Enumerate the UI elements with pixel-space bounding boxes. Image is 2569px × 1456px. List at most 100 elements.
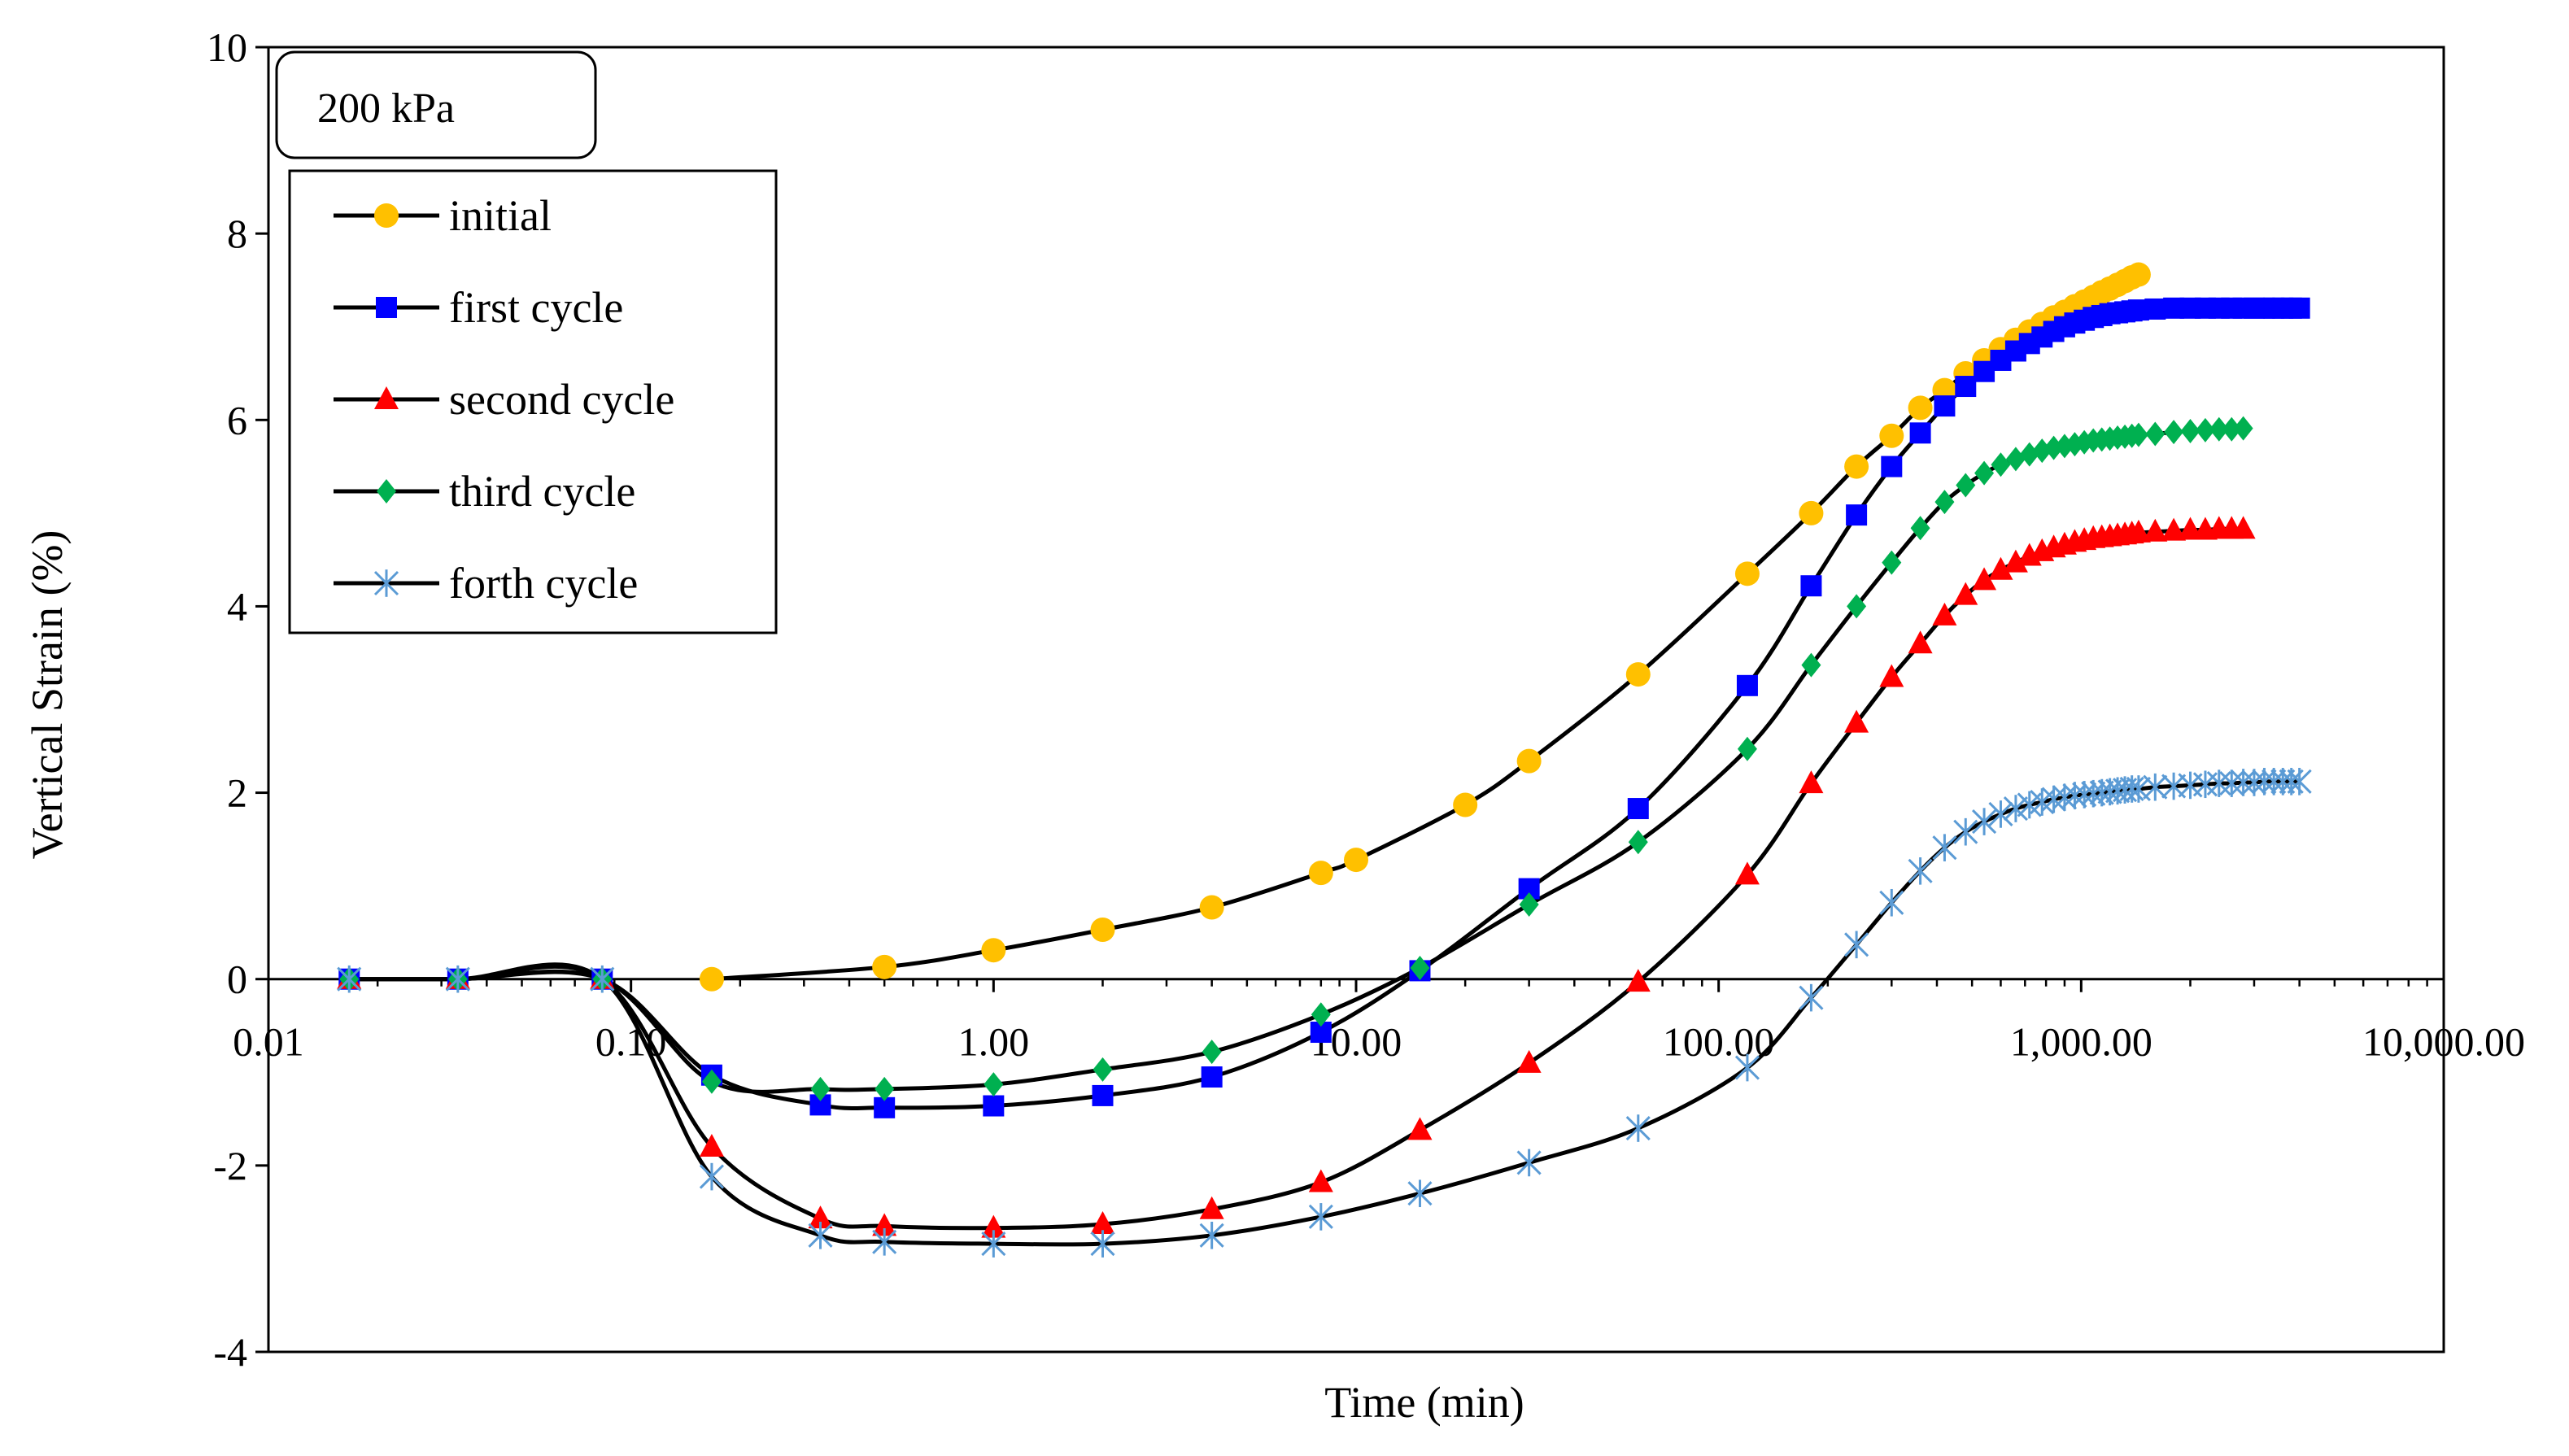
data-point-third-cycle [2195,417,2215,442]
data-point-initial [1879,423,1904,448]
data-point-first-cycle [1627,798,1649,820]
data-point-third-cycle [1202,1040,1222,1065]
data-point-forth-cycle [1199,1221,1224,1249]
data-point-second-cycle [1988,556,2013,580]
data-point-forth-cycle [1090,1230,1115,1258]
data-point-first-cycle [2144,298,2166,320]
data-point-initial [1625,662,1651,687]
data-point-first-cycle [1092,1084,1114,1106]
data-point-second-cycle [1199,1196,1224,1219]
data-point-third-cycle [1910,516,1930,541]
data-point-second-cycle [981,1214,1006,1238]
data-point-second-cycle [808,1205,833,1229]
data-point-second-cycle [2143,518,2168,542]
data-point-third-cycle [1991,452,2011,477]
data-point-initial [1908,395,1933,421]
data-point-second-cycle [1879,664,1904,687]
y-axis-title: Vertical Strain (%) [23,530,72,860]
data-point-third-cycle [1801,652,1821,678]
data-point-third-cycle [1934,490,1955,515]
x-tick-label: 1.00 [958,1019,1030,1065]
data-point-second-cycle [1844,709,1869,733]
data-point-third-cycle [2222,416,2242,442]
data-point-third-cycle [2164,420,2184,445]
data-point-forth-cycle [699,1162,724,1191]
legend-marker-second-cycle [374,386,399,409]
data-point-third-cycle [2005,447,2026,472]
annotation-label: 200 kPa [317,85,455,132]
x-tick-label: 1,000.00 [2010,1019,2152,1065]
data-point-first-cycle [1846,504,1868,526]
y-tick-label: -4 [213,1329,247,1375]
data-point-second-cycle [699,1133,724,1157]
annotation-box: 200 kPa [275,50,597,159]
y-tick-label: -2 [213,1143,247,1188]
data-point-forth-cycle [1879,888,1904,917]
data-point-initial [1453,792,1478,817]
data-point-second-cycle [1734,861,1760,885]
data-point-second-cycle [1516,1049,1542,1073]
data-point-initial [1516,748,1542,774]
data-point-forth-cycle [1932,834,1957,861]
data-point-first-cycle [1800,575,1822,597]
y-tick-label: 2 [227,770,247,816]
data-point-first-cycle [1881,456,1903,477]
data-point-forth-cycle [1844,931,1869,959]
data-point-third-cycle [2180,419,2200,444]
data-point-forth-cycle [1908,857,1933,885]
data-point-third-cycle [984,1072,1004,1097]
data-point-third-cycle [875,1076,895,1101]
legend-label-forth-cycle: forth cycle [449,559,638,608]
data-point-second-cycle [1308,1169,1333,1192]
data-point-second-cycle [872,1213,897,1236]
legend-marker-initial [374,203,399,228]
data-point-third-cycle [701,1069,722,1094]
x-axis-title: Time (min) [1324,1378,1524,1427]
data-point-forth-cycle [872,1228,897,1256]
data-point-forth-cycle [2287,768,2312,796]
data-point-forth-cycle [1407,1179,1433,1208]
data-point-initial [1344,848,1368,873]
data-point-forth-cycle [1799,983,1824,1012]
legend-frame [288,169,778,634]
data-point-third-cycle [1956,473,1976,498]
data-point-forth-cycle [1988,800,2013,828]
data-point-second-cycle [1932,602,1957,626]
data-point-initial [872,954,897,979]
y-tick-label: 0 [227,957,247,1002]
data-point-initial [1199,895,1224,920]
y-tick-label: 10 [207,24,247,70]
data-point-initial [2126,262,2151,287]
x-tick-label: 10,000.00 [2362,1019,2525,1065]
plot-area-frame [267,46,2445,1354]
data-point-third-cycle [1311,1002,1331,1027]
data-point-third-cycle [2145,421,2166,447]
data-point-second-cycle [2161,517,2187,541]
data-point-second-cycle [2231,516,2256,539]
data-point-forth-cycle [2143,773,2168,801]
data-point-first-cycle [1201,1066,1223,1088]
legend-marker-third-cycle [377,479,396,503]
data-point-second-cycle [1407,1117,1433,1140]
data-point-initial [981,938,1006,963]
data-point-forth-cycle [1308,1203,1333,1231]
data-point-first-cycle [1955,376,1977,398]
data-point-third-cycle [1974,460,1995,486]
data-point-forth-cycle [2231,769,2256,796]
data-point-forth-cycle [2206,769,2231,797]
data-point-initial [1090,917,1115,942]
data-point-second-cycle [1799,770,1824,794]
legend: initial first cycle second cycle third cycl… [288,169,778,634]
data-point-forth-cycle [1953,817,1978,846]
data-point-third-cycle [1882,550,1902,575]
data-point-second-cycle [2003,549,2028,573]
data-point-third-cycle [1737,736,1757,761]
data-point-forth-cycle [337,965,362,993]
series-markers-layer [337,262,2312,1258]
legend-label-initial: initial [449,191,552,240]
legend-label-third-cycle: third cycle [449,467,635,516]
data-point-initial [699,966,724,992]
data-point-forth-cycle [1734,1053,1760,1082]
data-point-third-cycle [2233,416,2253,441]
data-point-forth-cycle [1625,1114,1651,1142]
